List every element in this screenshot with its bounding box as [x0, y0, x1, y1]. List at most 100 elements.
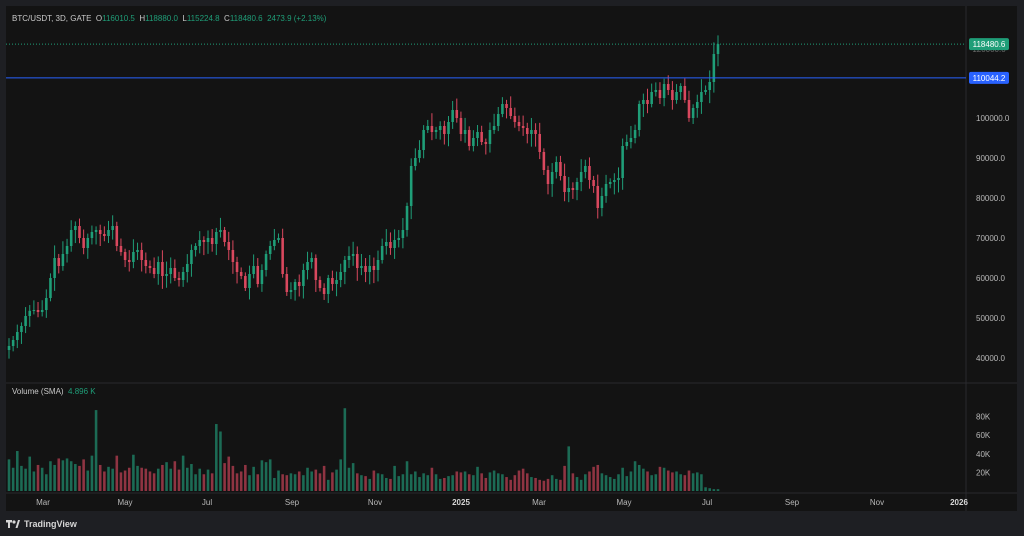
candle-body	[318, 280, 322, 288]
volume-bar	[326, 479, 330, 491]
level-price-label: 110044.2	[973, 74, 1006, 83]
volume-bar	[94, 410, 98, 491]
candle-body	[671, 90, 674, 100]
volume-bar	[646, 471, 649, 491]
volume-bar	[264, 462, 268, 491]
candle-body	[156, 262, 160, 274]
volume-bar	[335, 469, 338, 491]
candle-body	[94, 230, 98, 232]
volume-bar	[397, 476, 401, 491]
tradingview-brand[interactable]: TradingView	[6, 519, 77, 529]
price-tick-label: 50000.0	[976, 314, 1005, 323]
volume-bar	[227, 456, 231, 491]
time-axis: Mar May Jul Sep Nov 2025 Mar May Jul Sep Nov 2026	[36, 498, 968, 507]
volume-bar	[617, 474, 620, 491]
volume-bar	[484, 477, 488, 491]
candle-body	[260, 270, 264, 284]
price-tick-label: 70000.0	[976, 234, 1005, 243]
volume-bar	[20, 465, 23, 491]
volume-bar	[530, 477, 533, 491]
volume-bar	[451, 475, 454, 491]
candle-body	[642, 100, 645, 104]
candle-body	[579, 172, 583, 182]
candle-body	[695, 102, 699, 108]
volume-bar	[285, 475, 289, 491]
candle-body	[679, 86, 682, 92]
candle-body	[252, 266, 255, 274]
volume-bar	[550, 475, 554, 491]
volume-bar	[194, 474, 197, 491]
volume-value: 4.896 K	[68, 387, 96, 396]
volume-bar	[148, 471, 152, 491]
candle-body	[289, 290, 293, 292]
candle-body	[550, 172, 554, 184]
volume-bar	[198, 468, 202, 491]
candle-body	[11, 340, 15, 346]
volume-bar	[281, 474, 284, 491]
candle-body	[53, 258, 56, 278]
volume-bar	[181, 455, 185, 491]
volume-bar	[161, 464, 164, 491]
volume-bar	[32, 471, 36, 491]
volume-bar	[186, 467, 189, 491]
candle-body	[691, 108, 695, 118]
candle-body	[484, 142, 488, 144]
candle-body	[546, 170, 550, 184]
candle-body	[666, 84, 670, 90]
volume-bar	[438, 478, 442, 491]
volume-bar	[297, 471, 301, 491]
volume-bar	[546, 478, 550, 491]
candle-body	[555, 162, 558, 172]
candle-body	[82, 238, 85, 248]
candle-body	[385, 242, 388, 246]
volume-bar	[123, 470, 127, 491]
candle-body	[459, 118, 463, 134]
candle-body	[322, 288, 326, 294]
candle-body	[90, 232, 94, 238]
candle-body	[700, 92, 703, 102]
volume-legend: Volume (SMA) 4.896 K	[12, 387, 96, 396]
candle-body	[389, 242, 392, 248]
tradingview-logo-icon	[6, 520, 20, 528]
candle-body	[472, 138, 475, 146]
volume-bar	[360, 475, 363, 491]
time-tick-label: May	[117, 498, 132, 507]
candle-body	[422, 130, 425, 150]
volume-bar	[708, 488, 711, 491]
candle-body	[608, 182, 612, 184]
price-tick-label: 60000.0	[976, 274, 1005, 283]
open-value: 116010.5	[102, 14, 135, 23]
volume-bar	[409, 474, 413, 491]
volume-bar	[343, 408, 347, 491]
volume-bar	[127, 467, 131, 491]
volume-bar	[405, 461, 409, 491]
candle-body	[115, 226, 119, 246]
volume-bar	[662, 467, 666, 491]
candle-body	[542, 152, 546, 170]
price-chart[interactable]: 40000.0 50000.0 60000.0 70000.0 80000.0 90000…	[6, 6, 1017, 511]
candle-body	[297, 282, 301, 286]
grid	[6, 6, 1017, 511]
volume-bar	[103, 471, 106, 491]
volume-bar	[385, 477, 388, 491]
overlays: 110044.2120000.0118480.6	[6, 38, 1009, 84]
candle-body	[69, 230, 73, 246]
volume-bar	[600, 473, 604, 491]
candle-body	[376, 260, 380, 270]
volume-bar	[331, 472, 334, 491]
candle-body	[144, 260, 148, 266]
volume-bar	[219, 431, 222, 491]
candle-body	[347, 256, 351, 260]
chart-frame[interactable]: 40000.0 50000.0 60000.0 70000.0 80000.0 90000…	[6, 6, 1017, 511]
level-price-tag	[969, 71, 1009, 84]
candle-body	[538, 134, 541, 152]
volume-bar	[567, 446, 571, 491]
volume-bar	[322, 465, 326, 491]
volume-bar	[613, 478, 616, 491]
candle-body	[273, 240, 276, 246]
candle-body	[293, 282, 297, 290]
volume-bar	[588, 471, 591, 491]
high-value: 118880.0	[145, 14, 178, 23]
volume-bar	[716, 489, 720, 491]
change-value: 2473.9 (+2.13%)	[267, 14, 327, 23]
